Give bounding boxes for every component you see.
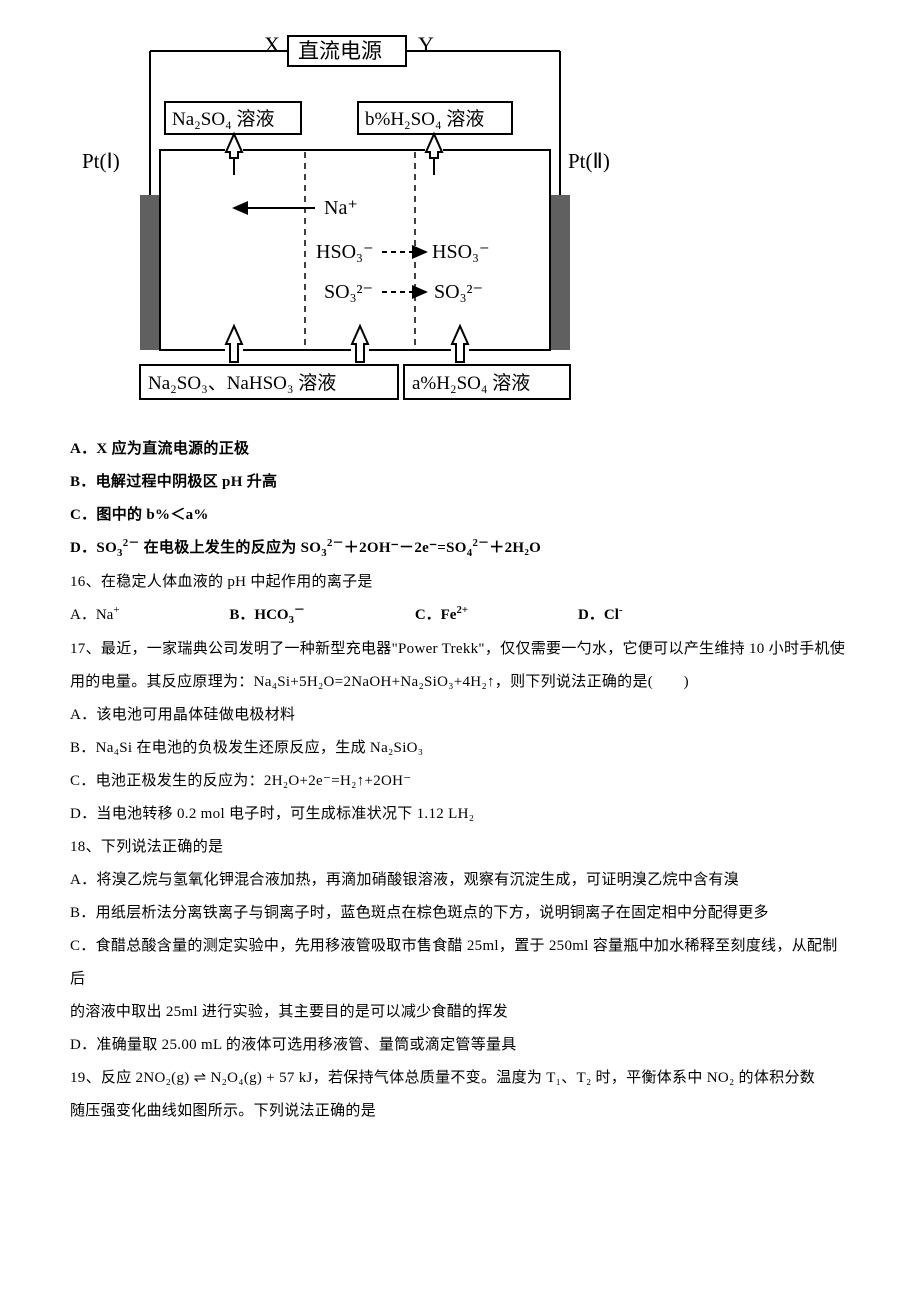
q17-stem-l1: 17、最近，一家瑞典公司发明了一种新型充电器"Power Trekk"，仅仅需要… (70, 633, 850, 666)
hso3-left: HSO₃⁻ (316, 241, 374, 263)
q15-opt-c: C．图中的 b%＜a% (70, 499, 850, 532)
outflow-right-text: b%H₂SO₄ 溶液 (365, 108, 484, 130)
label-x: X (264, 32, 280, 57)
q15-opt-b: B．电解过程中阴极区 pH 升高 (70, 466, 850, 499)
electrolysis-diagram: X Y 直流电源 Na₂SO₄ 溶液 b%H₂SO₄ 溶液 Pt(Ⅰ) Pt(Ⅱ… (80, 30, 850, 415)
inflow-right-text: a%H₂SO₄ 溶液 (412, 372, 530, 394)
q15-opt-d: D．SO32－ 在电极上发生的反应为 SO32－＋2OH⁻－2e⁻=SO42－＋… (70, 532, 850, 566)
q16-stem: 16、在稳定人体血液的 pH 中起作用的离子是 (70, 566, 850, 599)
arrow-inflow-1 (225, 326, 243, 362)
q17-stem-l2: 用的电量。其反应原理为：Na₄Si+5H₂O=2NaOH+Na₂SiO₃+4H₂… (70, 666, 850, 699)
arrow-inflow-3 (451, 326, 469, 362)
q17-opt-b: B．Na₄Si 在电池的负极发生还原反应，生成 Na₂SiO₃ (70, 732, 850, 765)
q15-opt-a: A．X 应为直流电源的正极 (70, 433, 850, 466)
q18-stem: 18、下列说法正确的是 (70, 831, 850, 864)
so3-left: SO₃²⁻ (324, 281, 373, 303)
inflow-left-text: Na₂SO₃、NaHSO₃ 溶液 (148, 372, 336, 394)
q18-opt-c-l2: 的溶液中取出 25ml 进行实验，其主要目的是可以减少食醋的挥发 (70, 996, 850, 1029)
arrow-outflow-left (225, 134, 243, 175)
q18-opt-a: A．将溴乙烷与氢氧化钾混合液加热，再滴加硝酸银溶液，观察有沉淀生成，可证明溴乙烷… (70, 864, 850, 897)
q18-opt-d: D．准确量取 25.00 mL 的液体可选用移液管、量筒或滴定管等量具 (70, 1029, 850, 1062)
q19-l1: 19、反应 2NO₂(g) ⇌ N₂O₄(g) + 57 kJ，若保持气体总质量… (70, 1062, 850, 1095)
na-ion: Na⁺ (324, 197, 358, 219)
electrode-left-label: Pt(Ⅰ) (82, 149, 120, 173)
q16-opt-b: B．HCO3－ (229, 599, 304, 633)
arrow-outflow-right (425, 134, 443, 175)
q18-opt-c-l1: C．食醋总酸含量的测定实验中，先用移液管吸取市售食醋 25ml，置于 250ml… (70, 930, 850, 996)
q19-l2: 随压强变化曲线如图所示。下列说法正确的是 (70, 1095, 850, 1128)
outflow-left-text: Na₂SO₄ 溶液 (172, 108, 274, 130)
q18-opt-b: B．用纸层析法分离铁离子与铜离子时，蓝色斑点在棕色斑点的下方，说明铜离子在固定相… (70, 897, 850, 930)
q17-opt-d: D．当电池转移 0.2 mol 电子时，可生成标准状况下 1.12 LH₂ (70, 798, 850, 831)
hso3-right: HSO₃⁻ (432, 241, 490, 263)
q16-opt-a: A．Na+ (70, 599, 119, 633)
electrode-left (140, 195, 160, 350)
dc-source-label: 直流电源 (298, 39, 382, 63)
electrode-right (550, 195, 570, 350)
electrode-right-label: Pt(Ⅱ) (568, 149, 610, 173)
q16-opt-d: D．Cl- (578, 599, 622, 633)
q16-options: A．Na+ B．HCO3－ C．Fe2+ D．Cl- (70, 599, 850, 633)
q16-opt-c: C．Fe2+ (415, 599, 468, 633)
arrow-inflow-2 (351, 326, 369, 362)
q17-opt-c: C．电池正极发生的反应为：2H₂O+2e⁻=H₂↑+2OH⁻ (70, 765, 850, 798)
label-y: Y (418, 32, 434, 57)
so3-right: SO₃²⁻ (434, 281, 483, 303)
q17-opt-a: A．该电池可用晶体硅做电极材料 (70, 699, 850, 732)
